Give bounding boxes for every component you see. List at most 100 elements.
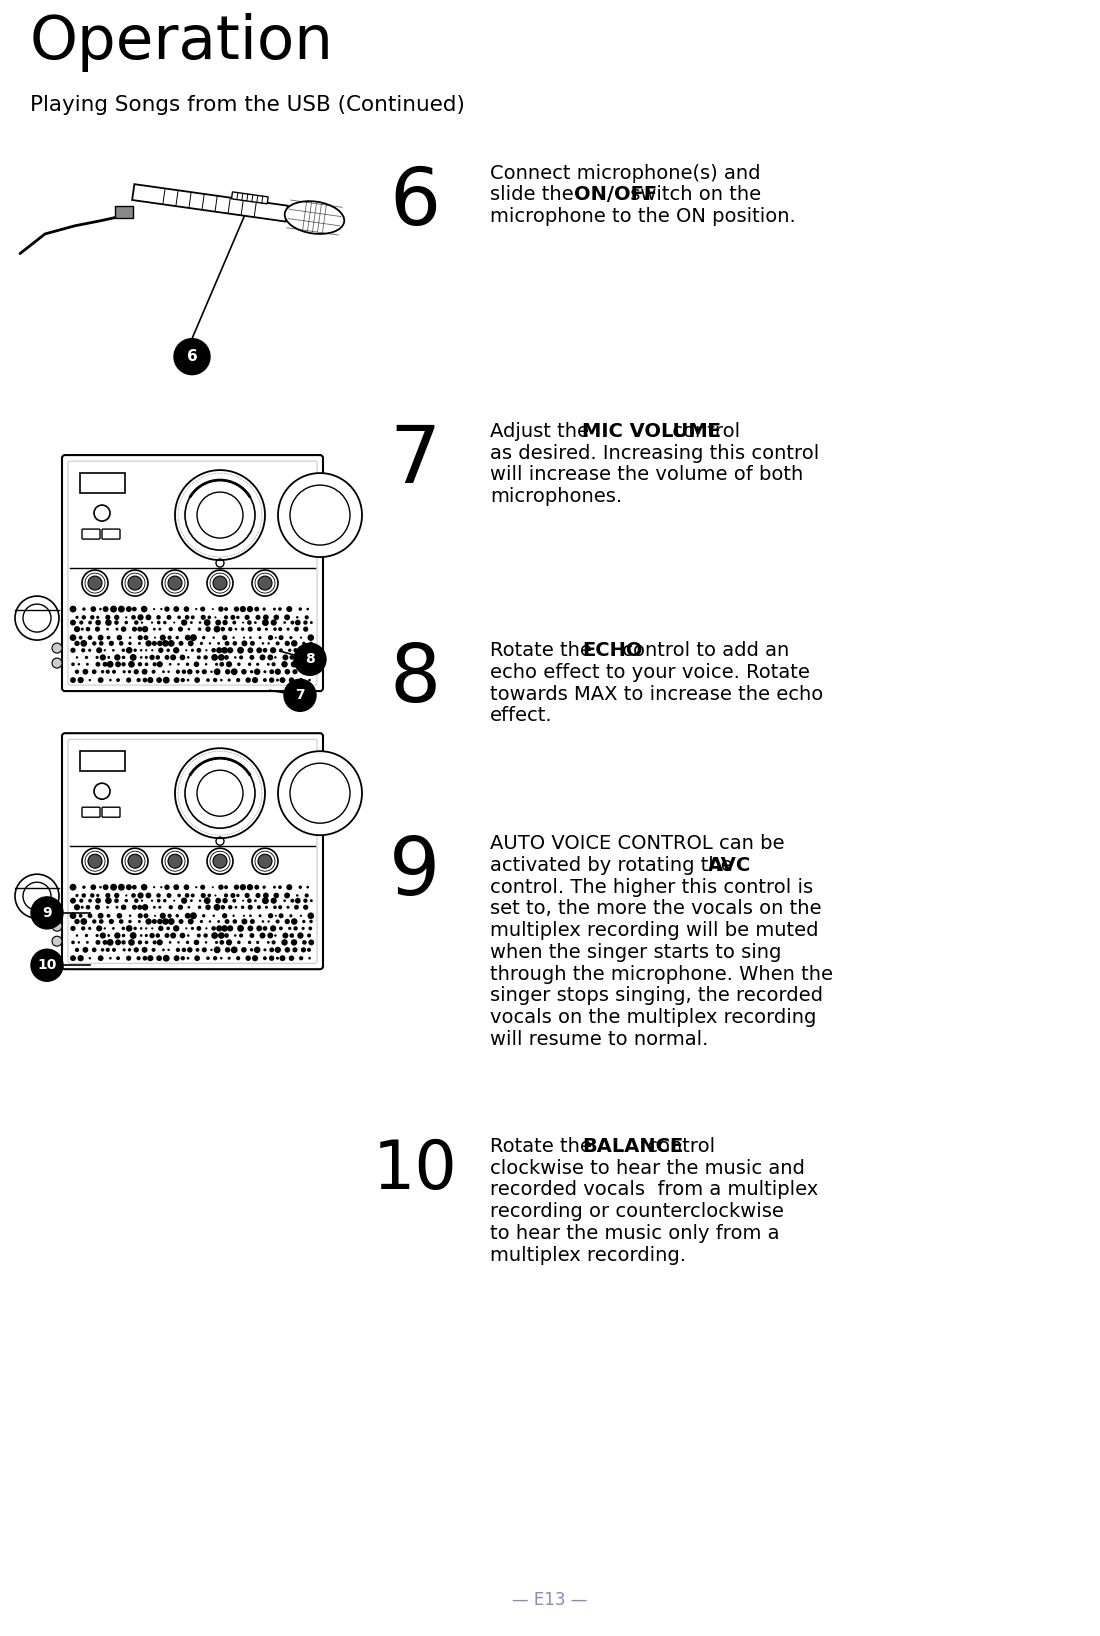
Circle shape (293, 947, 297, 952)
Circle shape (150, 933, 155, 937)
Circle shape (86, 905, 90, 910)
Circle shape (198, 627, 201, 631)
Circle shape (279, 955, 286, 962)
Circle shape (117, 957, 120, 960)
Circle shape (100, 933, 106, 939)
Circle shape (209, 921, 211, 923)
Circle shape (69, 913, 76, 919)
Circle shape (199, 622, 201, 623)
Circle shape (90, 615, 95, 620)
Circle shape (153, 906, 156, 908)
Circle shape (276, 641, 279, 646)
Circle shape (132, 885, 136, 890)
Circle shape (276, 679, 279, 682)
Text: 9: 9 (389, 834, 441, 913)
Circle shape (219, 663, 224, 666)
Circle shape (267, 654, 273, 661)
FancyBboxPatch shape (82, 807, 100, 818)
Circle shape (272, 941, 276, 944)
Circle shape (239, 934, 243, 937)
Circle shape (114, 615, 120, 620)
Circle shape (254, 900, 256, 901)
Circle shape (257, 905, 261, 910)
Circle shape (308, 913, 315, 919)
Circle shape (221, 924, 228, 933)
Circle shape (185, 649, 187, 651)
Circle shape (256, 941, 260, 944)
Circle shape (125, 646, 132, 653)
Circle shape (126, 677, 131, 682)
Circle shape (197, 926, 201, 931)
Circle shape (271, 620, 277, 625)
Circle shape (75, 919, 79, 924)
Circle shape (278, 627, 283, 631)
Circle shape (70, 677, 76, 682)
Circle shape (122, 934, 125, 937)
Circle shape (98, 677, 103, 682)
Circle shape (289, 654, 294, 659)
Circle shape (31, 949, 63, 982)
Circle shape (114, 620, 119, 625)
Circle shape (262, 919, 264, 923)
Circle shape (242, 900, 244, 901)
Circle shape (214, 895, 217, 897)
Circle shape (145, 928, 147, 929)
Circle shape (197, 934, 201, 937)
Circle shape (230, 615, 235, 620)
Circle shape (248, 905, 253, 910)
Circle shape (96, 648, 102, 653)
Circle shape (122, 656, 125, 659)
Circle shape (75, 669, 79, 674)
Circle shape (254, 669, 261, 676)
Circle shape (197, 648, 201, 653)
Circle shape (106, 615, 110, 620)
Circle shape (52, 936, 62, 946)
Circle shape (82, 947, 88, 952)
Circle shape (167, 635, 172, 640)
Circle shape (101, 671, 104, 674)
Circle shape (151, 622, 153, 623)
Circle shape (199, 900, 201, 901)
Circle shape (160, 913, 166, 919)
Circle shape (142, 627, 148, 633)
Circle shape (31, 897, 63, 929)
Circle shape (258, 636, 262, 640)
Circle shape (214, 617, 217, 618)
Text: 8: 8 (389, 641, 441, 720)
Bar (116, 206, 133, 218)
Circle shape (232, 641, 238, 646)
Circle shape (82, 669, 88, 674)
Circle shape (162, 569, 188, 596)
Circle shape (265, 906, 268, 910)
Circle shape (305, 893, 309, 898)
Circle shape (103, 649, 106, 651)
Circle shape (174, 677, 179, 682)
Circle shape (263, 671, 266, 674)
Circle shape (167, 671, 169, 672)
Circle shape (166, 926, 170, 931)
Circle shape (238, 941, 241, 944)
Circle shape (272, 663, 276, 666)
Circle shape (145, 663, 149, 666)
Circle shape (248, 627, 253, 631)
Circle shape (151, 900, 153, 901)
Circle shape (176, 636, 179, 640)
Circle shape (190, 635, 197, 641)
Circle shape (88, 576, 102, 591)
Circle shape (285, 947, 290, 952)
Circle shape (185, 479, 255, 550)
Circle shape (74, 627, 80, 631)
Circle shape (117, 635, 122, 640)
Circle shape (107, 939, 113, 946)
Circle shape (300, 915, 302, 916)
Circle shape (178, 641, 184, 646)
Circle shape (180, 955, 185, 960)
Circle shape (138, 919, 141, 923)
Circle shape (211, 933, 218, 939)
Circle shape (103, 928, 106, 929)
Circle shape (167, 913, 172, 918)
Circle shape (136, 677, 141, 682)
Circle shape (78, 941, 80, 944)
Circle shape (156, 677, 162, 682)
Circle shape (106, 620, 112, 627)
